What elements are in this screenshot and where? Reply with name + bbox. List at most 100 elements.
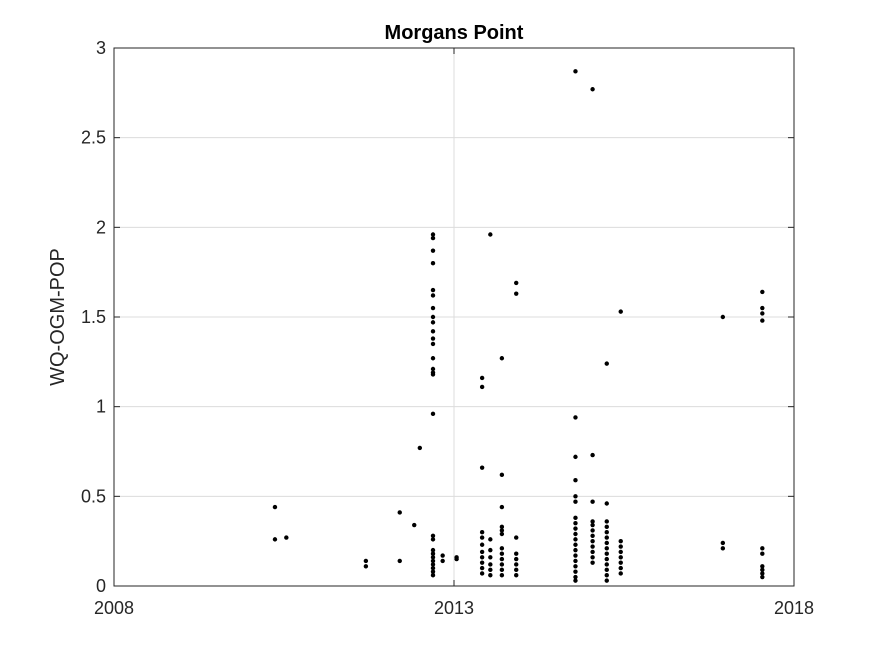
data-point [479, 465, 485, 470]
data-point [479, 555, 485, 560]
data-point [760, 567, 765, 573]
data-point [590, 519, 595, 524]
data-point [573, 515, 578, 521]
y-tick-label: 2.5 [81, 128, 106, 148]
data-point [573, 526, 578, 531]
y-tick-label: 1.5 [81, 307, 106, 327]
data-point [430, 329, 436, 334]
data-point [604, 551, 609, 556]
data-point [590, 538, 595, 544]
data-point [412, 522, 417, 528]
data-point [590, 560, 595, 565]
data-point [618, 538, 623, 544]
chart-title: Morgans Point [385, 22, 524, 44]
data-point [604, 540, 609, 546]
y-tick-label: 2 [96, 217, 106, 237]
data-point [760, 551, 765, 556]
data-point [590, 533, 595, 538]
data-point [760, 564, 765, 569]
data-point [604, 535, 609, 540]
data-point [488, 567, 493, 573]
data-point [479, 535, 485, 540]
data-point [573, 553, 578, 558]
data-point [604, 501, 609, 506]
data-point [514, 556, 519, 562]
data-point [590, 452, 595, 458]
data-point [499, 551, 505, 556]
data-point [604, 530, 609, 535]
data-point [573, 494, 578, 499]
data-point [514, 567, 519, 573]
data-point [573, 574, 578, 580]
data-point [454, 556, 459, 562]
data-point [604, 546, 609, 551]
data-point [440, 558, 445, 564]
data-point [479, 384, 485, 390]
data-point [430, 314, 436, 320]
data-point [573, 499, 578, 504]
data-point [720, 314, 726, 320]
data-point [590, 522, 595, 528]
data-point [430, 356, 436, 361]
data-point [618, 544, 623, 549]
data-point [272, 537, 278, 542]
data-point [430, 551, 436, 556]
axis-ticks: 0 0.5 1 1.5 2 2.5 3 2008 2013 2018 [81, 38, 814, 618]
data-point [604, 578, 609, 583]
data-point [573, 558, 578, 564]
data-point [573, 578, 578, 583]
data-point [479, 375, 485, 381]
data-point [363, 564, 369, 569]
grid-lines [114, 48, 794, 586]
data-point [430, 558, 436, 564]
data-point [499, 504, 505, 510]
data-point [499, 562, 505, 567]
data-point [430, 562, 436, 567]
data-point [488, 232, 493, 237]
x-tick-label: 2013 [434, 598, 474, 618]
data-point [618, 571, 623, 576]
data-point [430, 232, 436, 237]
data-point [440, 553, 445, 558]
data-point [430, 341, 436, 347]
data-point [720, 540, 726, 546]
data-point [760, 311, 765, 316]
data-point [573, 542, 578, 547]
data-point [430, 372, 436, 377]
data-point [430, 366, 436, 372]
data-point [272, 504, 278, 510]
data-point [604, 524, 609, 530]
data-point [760, 318, 765, 323]
data-point [430, 411, 436, 417]
data-point [573, 569, 578, 574]
data-point [479, 565, 485, 571]
data-point [618, 309, 623, 314]
data-point [590, 544, 595, 549]
y-tick-label: 0.5 [81, 486, 106, 506]
data-point [760, 305, 765, 311]
data-point [430, 336, 436, 341]
data-point [430, 248, 436, 253]
data-point [430, 537, 436, 542]
data-point [573, 521, 578, 526]
data-point [590, 528, 595, 533]
data-point [479, 549, 485, 555]
data-point [430, 547, 436, 553]
data-point [430, 261, 436, 266]
data-point [499, 573, 505, 578]
x-tick-label: 2008 [94, 598, 134, 618]
data-point [618, 565, 623, 571]
data-point [488, 547, 493, 553]
data-point [590, 87, 595, 92]
data-point [760, 571, 765, 576]
data-point [488, 562, 493, 567]
data-point [604, 562, 609, 567]
data-point [618, 549, 623, 555]
data-point [590, 555, 595, 560]
data-point [479, 560, 485, 565]
data-point [499, 556, 505, 562]
data-point [604, 361, 609, 366]
data-point [720, 546, 726, 551]
data-point [618, 560, 623, 565]
